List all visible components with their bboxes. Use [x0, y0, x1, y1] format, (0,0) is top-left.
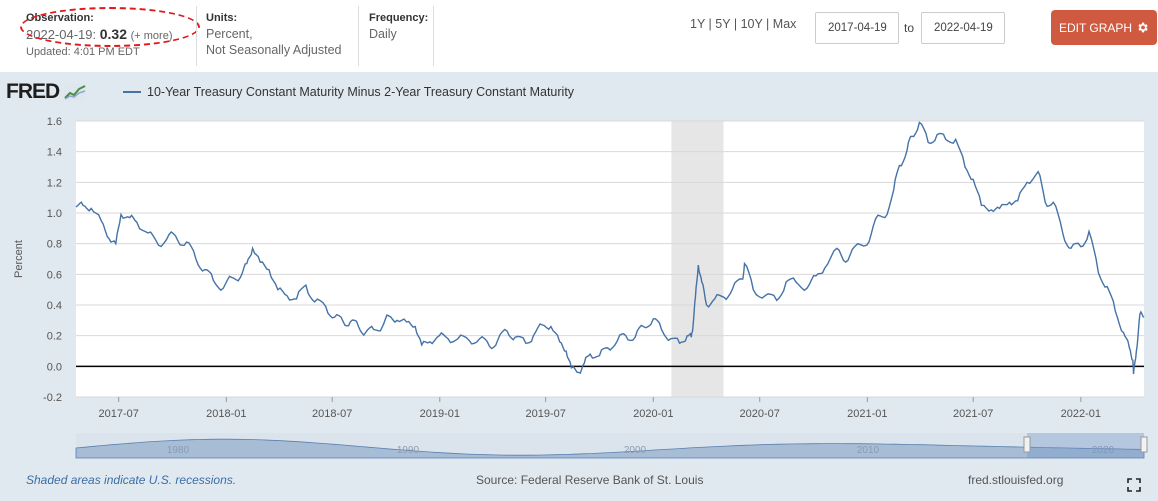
- x-tick-label: 2018-01: [206, 408, 246, 420]
- x-tick-label: 2019-07: [525, 408, 565, 420]
- y-axis-label: Percent: [13, 240, 25, 278]
- series-title: 10-Year Treasury Constant Maturity Minus…: [147, 85, 575, 99]
- y-tick-label: 0.2: [47, 331, 62, 343]
- y-tick-label: -0.2: [43, 392, 62, 404]
- fred-logo: FRED: [6, 80, 87, 104]
- series-line: [75, 121, 1145, 375]
- fred-logo-text: FRED: [6, 80, 60, 103]
- navigator-left-handle[interactable]: [1023, 436, 1031, 453]
- range-selector: 1Y | 5Y | 10Y | Max: [690, 17, 797, 31]
- to-label: to: [904, 21, 915, 35]
- x-tick-label: 2022-01: [1061, 408, 1101, 420]
- units-line-2: Not Seasonally Adjusted: [206, 43, 342, 57]
- units-block: Units: Percent, Not Seasonally Adjusted: [206, 10, 356, 58]
- y-tick-label: 1.0: [47, 208, 62, 220]
- x-tick-label: 2020-07: [740, 408, 780, 420]
- recession-note: Shaded areas indicate U.S. recessions.: [26, 473, 237, 487]
- y-tick-label: 1.6: [47, 116, 62, 128]
- navigator-selection[interactable]: [1027, 433, 1144, 458]
- frequency-label: Frequency:: [369, 12, 429, 24]
- y-tick-label: 0.4: [47, 300, 62, 312]
- navigator-tick-label: 1980: [167, 445, 190, 456]
- range-5y[interactable]: 5Y: [715, 17, 731, 31]
- logo-chart-icon: [64, 84, 87, 101]
- end-date-input[interactable]: [921, 12, 1005, 44]
- y-tick-label: 1.4: [47, 147, 62, 159]
- updated-time: Updated: 4:01 PM EDT: [26, 46, 140, 58]
- x-tick-label: 2017-07: [99, 408, 139, 420]
- legend-line: [123, 91, 141, 93]
- divider: [196, 6, 197, 66]
- x-tick-label: 2018-07: [312, 408, 352, 420]
- x-tick-labels: 2017-07 2018-01 2018-07 2019-01 2019-07 2020-…: [99, 397, 1101, 420]
- source-text: Source: Federal Reserve Bank of St. Loui…: [476, 473, 704, 487]
- y-tick-labels: 1.6 1.4 1.2 1.0 0.8 0.6 0.4 0.2 0.0 -0.2: [43, 116, 62, 404]
- units-line-1: Percent,: [206, 27, 253, 41]
- divider: [358, 6, 359, 66]
- recession-shading: [671, 121, 724, 397]
- navigator-tick-label: 1990: [397, 445, 420, 456]
- navigator-right-handle[interactable]: [1140, 436, 1148, 453]
- x-tick-label: 2021-07: [953, 408, 993, 420]
- navigator-tick-label: 2000: [624, 445, 647, 456]
- range-max[interactable]: Max: [772, 17, 797, 31]
- y-tick-label: 0.6: [47, 269, 62, 281]
- range-navigator[interactable]: 1980 1990 2000 2010 2020: [75, 433, 1148, 459]
- frequency-block: Frequency: Daily: [369, 10, 433, 42]
- x-tick-label: 2020-01: [633, 408, 673, 420]
- gear-icon: [1138, 22, 1148, 33]
- divider: [433, 6, 434, 66]
- fullscreen-icon[interactable]: [1127, 478, 1141, 492]
- navigator-ticks: 1980 1990 2000 2010 2020: [167, 445, 1115, 456]
- info-bar: Observation: 2022-04-19: 0.32 (+ more) U…: [0, 0, 1158, 72]
- edit-graph-button[interactable]: EDIT GRAPH: [1051, 10, 1157, 45]
- series-legend: 10-Year Treasury Constant Maturity Minus…: [123, 85, 574, 99]
- edit-graph-label: EDIT GRAPH: [1058, 20, 1133, 35]
- navigator-tick-label: 2020: [1092, 445, 1115, 456]
- units-label: Units:: [206, 12, 238, 24]
- recession-band: [671, 121, 724, 397]
- range-1y[interactable]: 1Y: [690, 17, 706, 31]
- y-tick-label: 1.2: [47, 177, 62, 189]
- frequency-value: Daily: [369, 27, 397, 41]
- y-tick-label: 0.0: [47, 361, 62, 373]
- navigator-tick-label: 2010: [857, 445, 880, 456]
- range-10y[interactable]: 10Y: [740, 17, 763, 31]
- x-tick-label: 2019-01: [420, 408, 460, 420]
- plot-background: [76, 121, 1144, 397]
- x-tick-label: 2021-01: [847, 408, 887, 420]
- start-date-input[interactable]: [815, 12, 899, 44]
- navigator-area: [75, 438, 1145, 459]
- y-tick-label: 0.8: [47, 239, 62, 251]
- site-link[interactable]: fred.stlouisfed.org: [968, 473, 1064, 487]
- chart-area: 1.61.41.21.00.80.60.40.20.0-0.2 2017-07 2…: [13, 116, 1148, 459]
- annotation-oval: [20, 7, 200, 47]
